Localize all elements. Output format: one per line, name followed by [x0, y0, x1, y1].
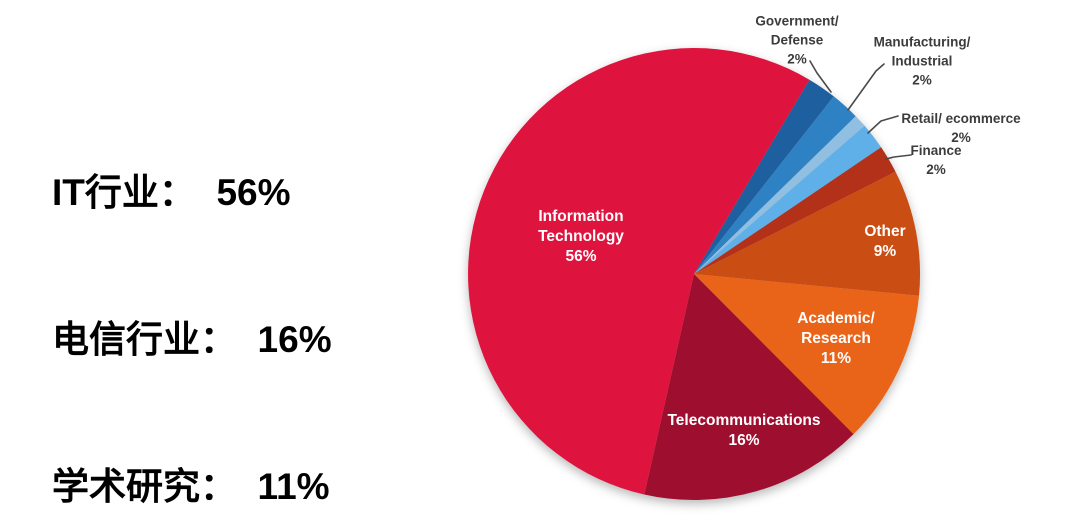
- pie-wedge-government-defense: [694, 79, 834, 274]
- callout-label-government-defense: Government/ Defense 2%: [755, 13, 839, 67]
- pie-wedge-other: [694, 171, 921, 296]
- pie-wedge-unlabeled-sliver: [694, 116, 865, 274]
- leader-line-retail-ecommerce: [867, 115, 899, 134]
- pie-label-other: Other 9%: [864, 223, 906, 260]
- callout-label-finance: Finance 2%: [910, 143, 962, 177]
- pie-label-information-technology: Information Technology 56%: [538, 208, 624, 265]
- pie-wedge-academic-research: [694, 274, 919, 435]
- legend-item-it: IT行业： 56%: [52, 172, 291, 213]
- leader-line-manufacturing-industrial: [847, 63, 885, 111]
- callout-label-manufacturing-industrial: Manufacturing/ Industrial 2%: [873, 34, 971, 88]
- pie-wedge-information-technology: [468, 48, 810, 495]
- pie-wedge-manufacturing-industrial: [694, 96, 856, 275]
- leader-lines: [809, 60, 912, 160]
- legend-item-telecom: 电信行业： 16%: [52, 319, 332, 360]
- pie-label-telecommunications: Telecommunications 16%: [667, 412, 821, 449]
- legend-item-academic: 学术研究： 11%: [52, 466, 330, 507]
- legend-panel: IT行业： 56% 电信行业： 16% 学术研究： 11% 金融： 2% 零售/…: [52, 70, 358, 523]
- leader-line-finance: [885, 154, 912, 160]
- pie-label-academic-research: Academic/ Research 11%: [797, 310, 875, 367]
- pie-wedges: [468, 48, 921, 501]
- pie-wedge-retail-ecommerce: [694, 125, 882, 274]
- callout-label-retail-ecommerce: Retail/ ecommerce 2%: [901, 111, 1021, 145]
- leader-line-government-defense: [809, 60, 832, 93]
- pie-wedge-telecommunications: [644, 274, 854, 501]
- pie-wedge-finance: [694, 147, 896, 274]
